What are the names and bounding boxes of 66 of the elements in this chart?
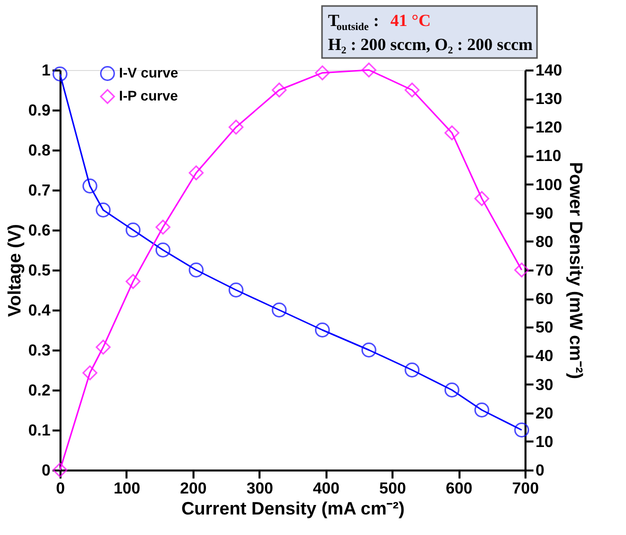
point [361, 62, 376, 78]
x-axis-title: Current Density (mA cm⁻²) [181, 498, 405, 518]
y2-tick-label: 140 [536, 62, 562, 80]
point [82, 365, 98, 380]
x-tick-label: 100 [114, 480, 140, 498]
x-tick-label: 400 [312, 480, 340, 498]
point [444, 382, 460, 398]
point [188, 165, 204, 180]
point [272, 302, 287, 318]
text: H₂ : 200 sccm, O₂ : 200 sccm [328, 35, 533, 54]
y2-axis-title: Power Density (mW cm⁻²) [566, 162, 586, 380]
y2-tick-label: 20 [536, 405, 554, 422]
point [156, 220, 170, 235]
y-tick-label: 0 [42, 462, 51, 480]
x-tick-label: 500 [379, 480, 406, 498]
y2-tick-label: 110 [536, 148, 562, 166]
x-tick-label: 700 [512, 480, 539, 498]
y2-tick-label: 0 [536, 462, 544, 480]
point [444, 125, 460, 140]
point [188, 262, 204, 278]
x-tick-label: 300 [246, 480, 274, 498]
y-axis-title: Voltage (V) [4, 224, 24, 317]
y-tick-label: 1 [42, 62, 51, 80]
y2-tick-label: 30 [536, 376, 554, 394]
legend-label: I-P curve [119, 88, 178, 104]
y2-tick-label: 50 [536, 320, 554, 337]
point [156, 242, 170, 258]
point [96, 340, 111, 355]
point [474, 402, 490, 418]
y-tick-label: 0.7 [28, 182, 51, 200]
x-tick-label: 0 [56, 480, 66, 498]
y-tick-label: 0.1 [28, 422, 51, 440]
y-tick-label: 0.5 [28, 262, 51, 280]
legend-label: I-V curve [119, 64, 178, 80]
y2-tick-label: 70 [536, 262, 554, 280]
y2-tick-label: 80 [536, 234, 554, 251]
y-tick-label: 0.8 [28, 142, 51, 160]
y2-tick-label: 90 [536, 205, 554, 222]
y2-tick-label: 10 [536, 434, 554, 451]
point [314, 65, 330, 80]
point [514, 422, 530, 438]
point [96, 202, 111, 218]
y-tick-label: 0.3 [28, 342, 51, 360]
y-tick-label: 0.6 [28, 222, 51, 240]
point [514, 262, 530, 278]
point [82, 178, 98, 194]
point [404, 82, 420, 98]
x-tick-label: 200 [180, 480, 207, 498]
point [272, 82, 287, 98]
point [404, 362, 420, 378]
point [126, 222, 141, 238]
y-tick-label: 0.9 [28, 102, 51, 120]
y-tick-label: 0.2 [28, 382, 51, 400]
x-tick-label: 600 [446, 480, 473, 498]
point [474, 191, 490, 206]
y-tick-label: 0.4 [28, 302, 51, 320]
y2-tick-label: 130 [536, 91, 562, 108]
point [228, 282, 244, 298]
y2-tick-label: 100 [536, 176, 562, 194]
point [126, 274, 141, 289]
point [314, 322, 330, 338]
point [361, 342, 376, 358]
y2-tick-label: 60 [536, 291, 554, 308]
point [228, 120, 244, 135]
y2-tick-label: 40 [536, 348, 554, 366]
y2-tick-label: 120 [536, 120, 562, 137]
